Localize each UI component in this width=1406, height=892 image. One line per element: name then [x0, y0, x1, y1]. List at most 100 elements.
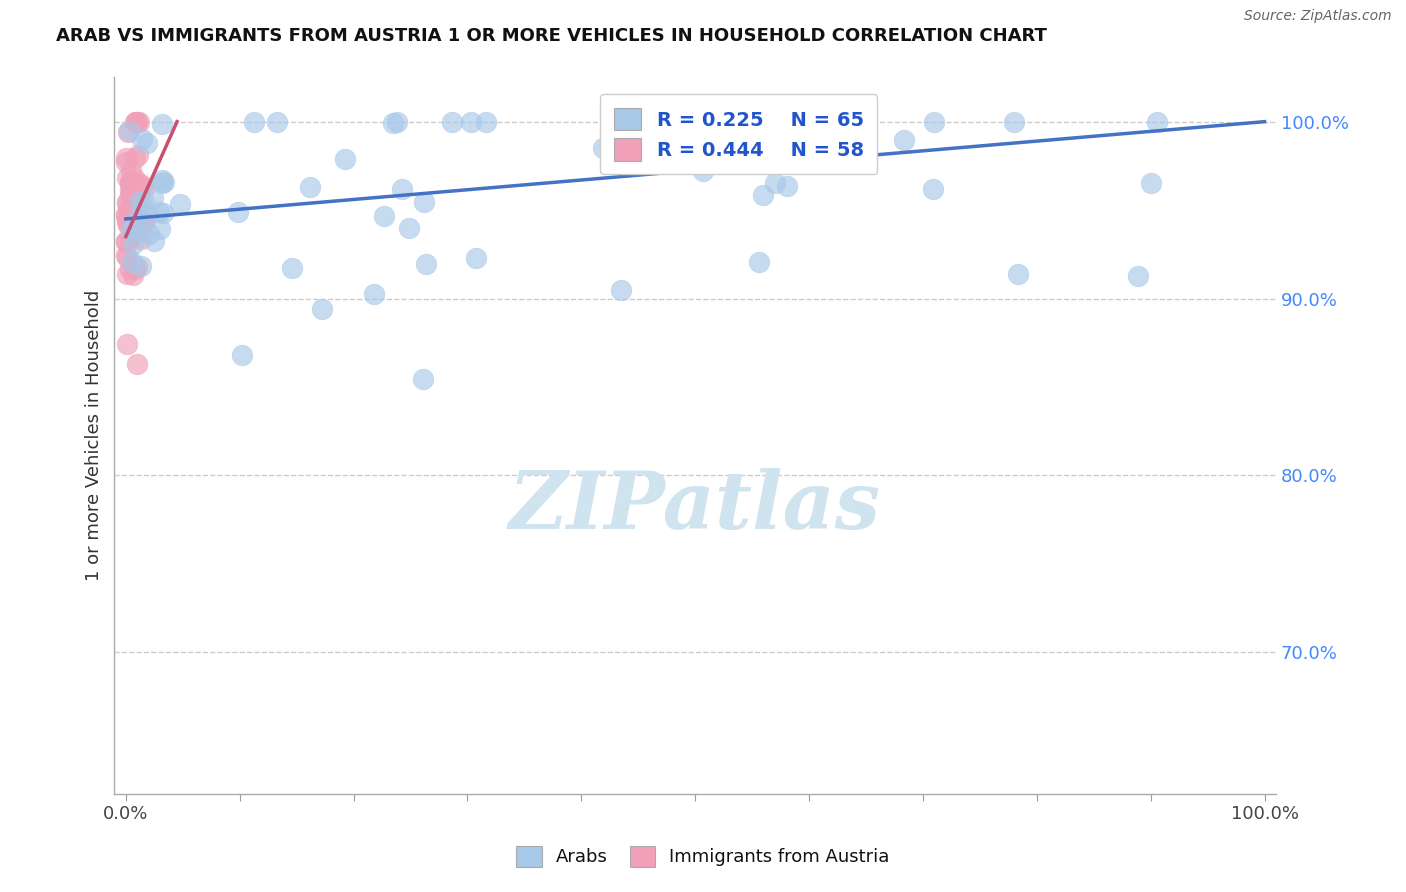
Point — [124, 261, 146, 276]
Point — [118, 211, 141, 225]
Point — [132, 181, 155, 195]
Point — [121, 255, 143, 269]
Point — [122, 237, 145, 252]
Point — [299, 180, 322, 194]
Point — [893, 133, 915, 147]
Point — [381, 116, 404, 130]
Point — [592, 141, 614, 155]
Point — [763, 176, 786, 190]
Point — [412, 371, 434, 385]
Point — [150, 176, 173, 190]
Point — [129, 232, 152, 246]
Point — [142, 191, 165, 205]
Point — [115, 170, 138, 185]
Point — [117, 215, 139, 229]
Legend: Arabs, Immigrants from Austria: Arabs, Immigrants from Austria — [509, 838, 897, 874]
Point — [127, 148, 149, 162]
Point — [266, 114, 288, 128]
Point — [124, 151, 146, 165]
Point — [751, 187, 773, 202]
Point — [117, 126, 139, 140]
Point — [134, 195, 156, 210]
Point — [143, 234, 166, 248]
Text: Source: ZipAtlas.com: Source: ZipAtlas.com — [1244, 9, 1392, 23]
Point — [692, 164, 714, 178]
Point — [115, 234, 138, 248]
Point — [333, 152, 356, 166]
Point — [121, 205, 143, 219]
Text: ARAB VS IMMIGRANTS FROM AUSTRIA 1 OR MORE VEHICLES IN HOUSEHOLD CORRELATION CHAR: ARAB VS IMMIGRANTS FROM AUSTRIA 1 OR MOR… — [56, 27, 1047, 45]
Point — [118, 123, 141, 137]
Point — [922, 182, 945, 196]
Point — [464, 252, 486, 266]
Point — [118, 187, 141, 202]
Legend: R = 0.225    N = 65, R = 0.444    N = 58: R = 0.225 N = 65, R = 0.444 N = 58 — [600, 95, 877, 174]
Point — [131, 259, 153, 273]
Point — [124, 114, 146, 128]
Point — [1002, 114, 1025, 128]
Point — [134, 215, 156, 229]
Point — [129, 194, 152, 208]
Point — [131, 131, 153, 145]
Point — [169, 197, 191, 211]
Point — [122, 220, 145, 235]
Point — [231, 348, 253, 362]
Point — [138, 227, 160, 241]
Y-axis label: 1 or more Vehicles in Household: 1 or more Vehicles in Household — [86, 290, 103, 582]
Point — [127, 224, 149, 238]
Point — [1007, 268, 1029, 282]
Point — [373, 209, 395, 223]
Point — [122, 220, 145, 235]
Point — [115, 195, 138, 210]
Point — [115, 248, 138, 262]
Point — [115, 250, 138, 264]
Text: ZIPatlas: ZIPatlas — [509, 468, 882, 546]
Point — [120, 163, 142, 178]
Point — [132, 214, 155, 228]
Point — [117, 219, 139, 233]
Point — [281, 261, 304, 276]
Point — [922, 114, 945, 128]
Point — [124, 219, 146, 233]
Point — [398, 221, 420, 235]
Point — [120, 232, 142, 246]
Point — [243, 114, 266, 128]
Point — [115, 212, 138, 227]
Point — [122, 209, 145, 223]
Point — [122, 211, 145, 225]
Point — [115, 154, 138, 169]
Point — [117, 267, 139, 281]
Point — [120, 175, 142, 189]
Point — [152, 206, 174, 220]
Point — [1140, 177, 1163, 191]
Point — [127, 176, 149, 190]
Point — [415, 257, 437, 271]
Point — [226, 204, 249, 219]
Point — [152, 117, 174, 131]
Point — [626, 118, 648, 132]
Point — [118, 202, 141, 217]
Point — [117, 213, 139, 227]
Point — [115, 196, 138, 211]
Point — [385, 114, 408, 128]
Point — [115, 337, 138, 351]
Point — [124, 172, 146, 186]
Point — [413, 194, 436, 209]
Point — [124, 206, 146, 220]
Point — [125, 114, 148, 128]
Point — [150, 173, 173, 187]
Point — [153, 174, 176, 188]
Point — [115, 152, 138, 166]
Point — [120, 223, 142, 237]
Point — [1146, 114, 1168, 128]
Point — [136, 208, 159, 222]
Point — [118, 175, 141, 189]
Point — [391, 182, 413, 196]
Point — [610, 283, 633, 297]
Point — [775, 179, 797, 194]
Point — [768, 153, 790, 168]
Point — [115, 207, 138, 221]
Point — [121, 268, 143, 282]
Point — [127, 357, 149, 371]
Point — [129, 206, 152, 220]
